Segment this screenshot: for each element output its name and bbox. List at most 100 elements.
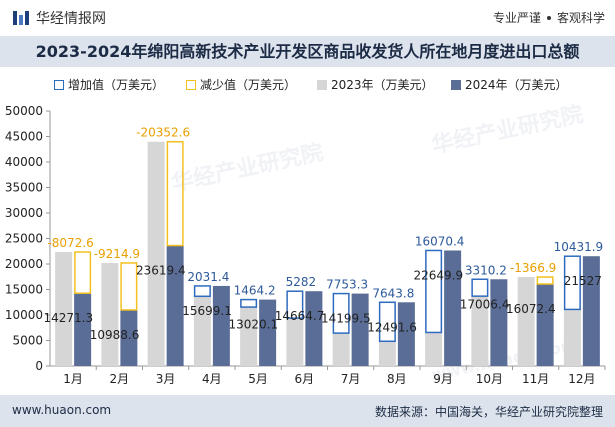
increase-box bbox=[286, 290, 304, 319]
y-tick-label: 0 bbox=[35, 359, 43, 373]
footer-website: www.huaon.com bbox=[12, 403, 112, 417]
x-tick-label: 1月 bbox=[63, 372, 83, 386]
legend-2023-swatch bbox=[317, 80, 327, 90]
value-label-2024: 14271.3 bbox=[44, 311, 94, 325]
bar-2024 bbox=[351, 293, 369, 366]
y-tick-label: 35000 bbox=[5, 181, 43, 195]
x-tick-label: 10月 bbox=[476, 372, 503, 386]
tagline-right: 客观科学 bbox=[556, 11, 605, 25]
legend: 增加值（万美元） 减少值（万美元） 2023年（万美元） 2024年（万美元） bbox=[0, 72, 615, 94]
increase-box bbox=[378, 301, 396, 343]
bar-2023 bbox=[378, 341, 396, 366]
x-tick-label: 2月 bbox=[110, 372, 130, 386]
footer-source: 数据来源：中国海关，华经产业研究院整理 bbox=[374, 405, 603, 419]
bar-2023 bbox=[471, 296, 489, 366]
tagline-left: 专业严谨 bbox=[492, 11, 541, 25]
legend-increase-label: 增加值（万美元） bbox=[68, 78, 165, 92]
value-label-2024: 10988.6 bbox=[90, 328, 140, 342]
bar-2024 bbox=[397, 302, 415, 366]
bar-2023 bbox=[517, 277, 535, 366]
difference-label: -1366.9 bbox=[510, 261, 556, 275]
y-tick-label: 45000 bbox=[5, 130, 43, 144]
increase-box bbox=[193, 285, 211, 298]
chart-title: 2023-2024年绵阳高新技术产业开发区商品收发货人所在地月度进出口总额 bbox=[35, 42, 580, 61]
value-label-2024: 13020.1 bbox=[229, 318, 279, 332]
footer: www.huaon.com 数据来源：中国海关，华经产业研究院整理 bbox=[0, 395, 615, 427]
x-tick-label: 9月 bbox=[433, 372, 453, 386]
difference-label: -20352.6 bbox=[136, 126, 190, 140]
x-tick-label: 7月 bbox=[341, 372, 361, 386]
decrease-box bbox=[166, 140, 184, 247]
bar-2024 bbox=[582, 256, 600, 366]
bar-2023 bbox=[286, 318, 304, 366]
x-tick-label: 6月 bbox=[295, 372, 315, 386]
y-tick-label: 25000 bbox=[5, 232, 43, 246]
y-tick-label: 40000 bbox=[5, 155, 43, 169]
legend-2023-label: 2023年（万美元） bbox=[331, 78, 434, 92]
legend-decrease: 减少值（万美元） bbox=[186, 76, 296, 93]
title-bar: 2023-2024年绵阳高新技术产业开发区商品收发货人所在地月度进出口总额 bbox=[0, 36, 615, 67]
x-tick-label: 11月 bbox=[522, 372, 549, 386]
y-tick-label: 20000 bbox=[5, 257, 43, 271]
legend-decrease-swatch bbox=[186, 80, 196, 90]
x-tick-label: 12月 bbox=[568, 372, 595, 386]
bar-2024 bbox=[120, 309, 138, 366]
value-label-2024: 12491.6 bbox=[367, 320, 417, 334]
bar-2024 bbox=[212, 285, 230, 366]
increase-box bbox=[563, 255, 581, 311]
tagline: 专业严谨 客观科学 bbox=[493, 9, 605, 26]
value-label-2024: 21527 bbox=[564, 274, 602, 288]
decrease-box bbox=[536, 276, 554, 285]
value-label-2024: 14199.5 bbox=[321, 312, 371, 326]
value-label-2024: 16072.4 bbox=[506, 302, 556, 316]
y-tick-label: 5000 bbox=[12, 334, 43, 348]
bar-2023 bbox=[425, 332, 443, 366]
tagline-dot bbox=[546, 15, 551, 20]
y-tick-label: 50000 bbox=[5, 104, 43, 118]
difference-label: 7753.3 bbox=[326, 278, 368, 292]
legend-2023: 2023年（万美元） bbox=[317, 76, 434, 93]
top-bar: 华经情报网 专业严谨 客观科学 bbox=[0, 0, 615, 36]
difference-label: 16070.4 bbox=[415, 234, 465, 248]
difference-label: 5282 bbox=[286, 275, 317, 289]
bar-2024 bbox=[305, 291, 323, 366]
x-tick-label: 4月 bbox=[202, 372, 222, 386]
increase-box bbox=[471, 278, 489, 297]
bar-2023 bbox=[55, 252, 73, 366]
bar-2024 bbox=[74, 293, 92, 366]
legend-2024-label: 2024年（万美元） bbox=[465, 78, 568, 92]
legend-increase-swatch bbox=[54, 80, 64, 90]
bar-2023 bbox=[563, 309, 581, 366]
increase-box bbox=[332, 292, 350, 334]
bar-2023 bbox=[332, 333, 350, 366]
x-tick-label: 3月 bbox=[156, 372, 176, 386]
decrease-box bbox=[74, 251, 92, 294]
bar-2024 bbox=[444, 250, 462, 366]
chart-area: 0 5000 10000 15000 20000 25000 30000 35000 40000… bbox=[5, 104, 606, 386]
bar-2023 bbox=[193, 296, 211, 366]
difference-label: -9214.9 bbox=[94, 247, 140, 261]
bar-2024 bbox=[490, 279, 508, 366]
difference-label: 10431.9 bbox=[554, 240, 604, 254]
x-tick-label: 5月 bbox=[248, 372, 268, 386]
value-label-2024: 14664.7 bbox=[275, 309, 325, 323]
increase-box bbox=[240, 298, 258, 308]
bar-2024 bbox=[536, 284, 554, 366]
value-label-2024: 15699.1 bbox=[182, 304, 232, 318]
value-label-2024: 23619.4 bbox=[136, 264, 186, 278]
y-tick-label: 30000 bbox=[5, 206, 43, 220]
difference-label: 3310.2 bbox=[465, 263, 507, 277]
x-tick-label: 8月 bbox=[387, 372, 407, 386]
bar-2024 bbox=[166, 245, 184, 366]
difference-label: -8072.6 bbox=[47, 236, 93, 250]
bar-2023 bbox=[147, 141, 165, 366]
legend-increase: 增加值（万美元） bbox=[54, 76, 164, 93]
bar-2023 bbox=[101, 262, 119, 366]
legend-2024-swatch bbox=[451, 80, 461, 90]
value-label-2024: 22649.9 bbox=[414, 268, 464, 282]
legend-decrease-label: 减少值（万美元） bbox=[200, 78, 297, 92]
difference-label: 2031.4 bbox=[187, 270, 229, 284]
legend-2024: 2024年（万美元） bbox=[451, 76, 568, 93]
y-tick-label: 15000 bbox=[5, 283, 43, 297]
increase-box bbox=[425, 249, 443, 334]
